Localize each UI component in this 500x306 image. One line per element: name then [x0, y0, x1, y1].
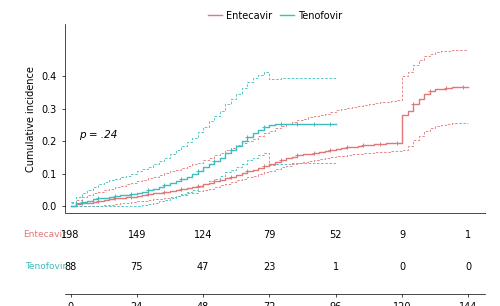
Text: 1: 1 [466, 230, 471, 240]
Text: 52: 52 [330, 230, 342, 240]
Text: p = .24: p = .24 [79, 130, 117, 140]
Text: 124: 124 [194, 230, 212, 240]
Text: 0: 0 [399, 262, 405, 272]
Y-axis label: Cumulative incidence: Cumulative incidence [26, 66, 36, 172]
Text: 1: 1 [332, 262, 339, 272]
Text: 9: 9 [399, 230, 405, 240]
Text: 149: 149 [128, 230, 146, 240]
Text: 198: 198 [62, 230, 80, 240]
Text: 0: 0 [466, 262, 471, 272]
Text: 75: 75 [130, 262, 143, 272]
Text: Entecavir: Entecavir [24, 230, 66, 239]
Text: 88: 88 [64, 262, 76, 272]
Legend: Entecavir, Tenofovir: Entecavir, Tenofovir [204, 7, 346, 24]
Text: 47: 47 [197, 262, 209, 272]
Text: 23: 23 [264, 262, 276, 272]
Text: 79: 79 [264, 230, 276, 240]
Text: Tenofovir: Tenofovir [25, 262, 66, 271]
